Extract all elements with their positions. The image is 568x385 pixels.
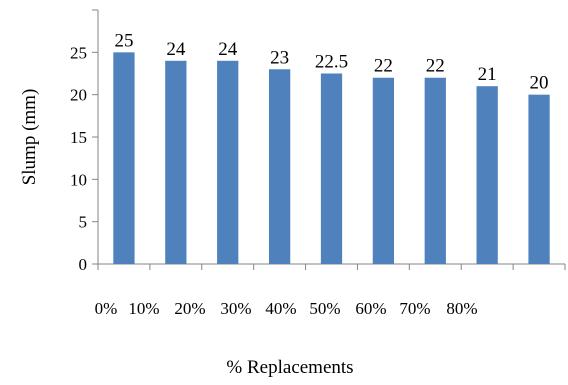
bar-value-label: 22.5 <box>315 52 348 73</box>
x-category-label: 50% <box>309 299 340 318</box>
bar <box>113 52 135 265</box>
bar <box>476 86 498 264</box>
y-axis-title: Slump (mm) <box>19 89 40 186</box>
bar-value-label: 24 <box>218 39 238 60</box>
x-category-label: 0% <box>95 299 118 318</box>
y-tick-label: 25 <box>70 43 87 62</box>
bar <box>372 77 395 264</box>
y-tick-label: 15 <box>70 128 87 147</box>
y-tick-label: 5 <box>79 213 88 232</box>
x-category-label: 10% <box>128 299 159 318</box>
x-axis <box>97 263 566 270</box>
x-axis-title: % Replacements <box>226 357 353 378</box>
x-category-labels: 0% 10% 20% 30% 40% 50% 60% 70% 80% <box>95 299 478 318</box>
x-category-label: 40% <box>265 299 296 318</box>
y-tick-label: 0 <box>79 255 88 274</box>
bar <box>217 60 239 264</box>
bar <box>424 77 446 264</box>
x-category-label: 60% <box>355 299 386 318</box>
y-tick-label: 10 <box>70 170 87 189</box>
bar <box>165 60 187 264</box>
bar-value-label: 23 <box>270 47 289 68</box>
bar-value-label: 24 <box>166 39 186 60</box>
bar-value-label: 25 <box>114 30 133 51</box>
y-tick-label: 20 <box>70 86 87 105</box>
bar-value-label: 22 <box>426 56 445 77</box>
x-category-label: 70% <box>399 299 430 318</box>
bar-value-label: 22 <box>374 56 393 77</box>
bar-value-label: 20 <box>530 73 549 94</box>
bar <box>268 69 291 265</box>
bar-value-labels: 25 24 24 23 22.5 22 22 21 20 <box>114 30 548 93</box>
bar <box>528 94 550 265</box>
y-axis: 0 5 10 15 20 25 <box>70 9 99 274</box>
x-category-label: 30% <box>220 299 251 318</box>
bar <box>320 73 343 264</box>
x-category-label: 20% <box>174 299 205 318</box>
bar-value-label: 21 <box>478 64 497 85</box>
x-category-label: 80% <box>446 299 477 318</box>
bars <box>113 52 550 265</box>
